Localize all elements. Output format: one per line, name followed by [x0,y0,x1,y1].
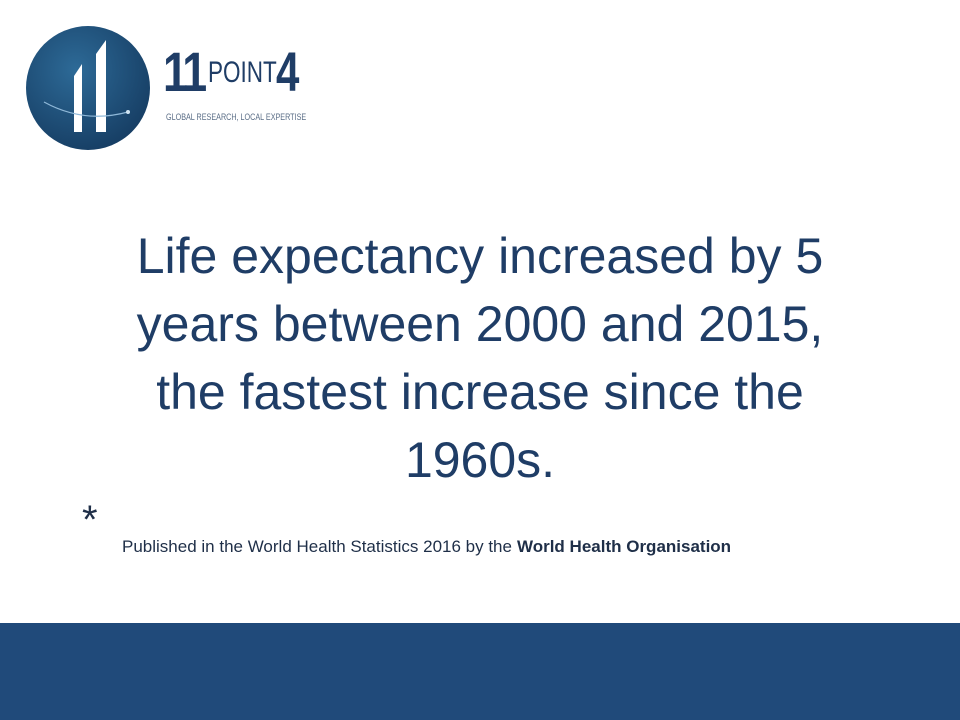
headline-line: 1960s. [404,432,556,488]
footer-band [0,623,960,720]
footnote-source: World Health Organisation [516,537,732,556]
brand-number: 11 [163,40,207,103]
logo-mark [26,26,150,150]
headline: Life expectancy increased by 5 years betw… [0,222,960,494]
footnote-marker: * [82,498,98,542]
footnote-text: Published in the World Health Statistics… [122,537,512,556]
brand-word: POINT [208,56,277,89]
headline-line: years between 2000 and 2015, [136,296,824,352]
footnote: Published in the World Health Statistics… [122,537,731,557]
tagline: GLOBAL RESEARCH, LOCAL EXPERTISE [166,112,307,122]
headline-line: Life expectancy increased by 5 [136,228,824,284]
brand-digit: 4 [276,40,300,103]
headline-line: the fastest increase since the [156,364,804,420]
